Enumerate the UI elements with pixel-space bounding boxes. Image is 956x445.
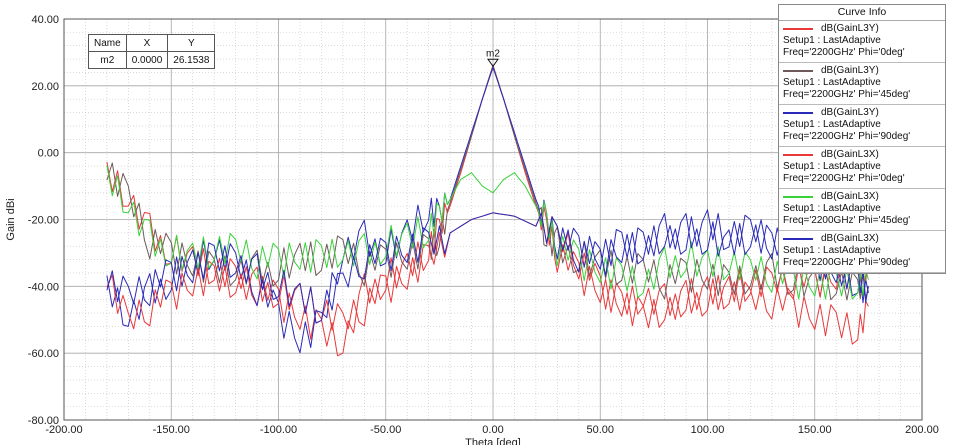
x-tick-label: 50.00 <box>586 424 614 436</box>
legend-series-setup: Setup1 : LastAdaptive <box>783 245 881 256</box>
legend-entry-header: dB(GainL3Y) <box>783 23 942 35</box>
legend-swatch <box>783 112 813 114</box>
legend-entry-1[interactable]: dB(GainL3Y) Setup1 : LastAdaptive Freq='22… <box>779 21 945 63</box>
x-tick-label: 0.00 <box>482 424 503 436</box>
x-tick-label: 150.00 <box>798 424 832 436</box>
legend-entries: dB(GainL3Y) Setup1 : LastAdaptive Freq='22… <box>779 21 945 273</box>
marker-triangle <box>487 58 499 68</box>
marker-header-name: Name <box>88 34 127 52</box>
legend-series-setup: Setup1 : LastAdaptive <box>783 77 881 88</box>
marker-header-x: X <box>125 34 169 52</box>
legend-entry-header: dB(GainL3Y) <box>783 107 942 119</box>
y-tick-label: -40.00 <box>28 281 59 293</box>
legend-swatch <box>783 28 813 30</box>
y-tick-label: -20.00 <box>28 215 59 227</box>
marker-name-cell: m2 <box>88 51 127 69</box>
marker-header-y: Y <box>167 34 216 52</box>
legend-series-params: Freq='2200GHz' Phi='0deg' <box>783 173 905 184</box>
legend-series-params: Freq='2200GHz' Phi='0deg' <box>783 47 905 58</box>
x-tick-label: -100.00 <box>260 424 297 436</box>
legend-series-name: dB(GainL3X) <box>821 149 879 160</box>
marker-table: Name X Y m2 0.0000 26.1538 <box>88 34 216 69</box>
legend-entry-3[interactable]: dB(GainL3Y) Setup1 : LastAdaptive Freq='22… <box>779 105 945 147</box>
legend-series-name: dB(GainL3X) <box>821 191 879 202</box>
legend-series-name: dB(GainL3Y) <box>821 107 879 118</box>
marker-table-header-row: Name X Y <box>88 34 216 52</box>
legend-swatch <box>783 196 813 198</box>
legend-entry-header: dB(GainL3X) <box>783 191 942 203</box>
y-tick-label: 40.00 <box>31 14 59 26</box>
y-tick-label: 0.00 <box>38 148 59 160</box>
y-tick-label: -80.00 <box>28 415 59 427</box>
legend-series-setup: Setup1 : LastAdaptive <box>783 203 881 214</box>
y-tick-label: 20.00 <box>31 81 59 93</box>
legend-swatch <box>783 154 813 156</box>
x-tick-label: 100.00 <box>691 424 725 436</box>
marker-table-row: m2 0.0000 26.1538 <box>88 51 216 69</box>
series-line-3 <box>106 67 869 354</box>
y-tick-label: -60.00 <box>28 348 59 360</box>
legend-swatch <box>783 238 813 240</box>
legend-entry-header: dB(GainL3X) <box>783 149 942 161</box>
legend-entry-5[interactable]: dB(GainL3X) Setup1 : LastAdaptive Freq='22… <box>779 189 945 231</box>
legend-series-params: Freq='2200GHz' Phi='45deg' <box>783 89 911 100</box>
x-tick-label: -200.00 <box>45 424 82 436</box>
x-tick-label: -50.00 <box>370 424 401 436</box>
legend-title: Curve Info <box>779 5 945 21</box>
legend-series-name: dB(GainL3Y) <box>821 23 879 34</box>
legend-series-setup: Setup1 : LastAdaptive <box>783 35 881 46</box>
legend-series-name: dB(GainL3X) <box>821 233 879 244</box>
legend-series-setup: Setup1 : LastAdaptive <box>783 119 881 130</box>
x-tick-label: -150.00 <box>153 424 190 436</box>
marker-x-cell: 0.0000 <box>125 51 169 69</box>
legend-entry-4[interactable]: dB(GainL3X) Setup1 : LastAdaptive Freq='22… <box>779 147 945 189</box>
legend-series-params: Freq='2200GHz' Phi='90deg' <box>783 131 911 142</box>
x-tick-label: 200.00 <box>905 424 939 436</box>
legend-series-params: Freq='2200GHz' Phi='45deg' <box>783 215 911 226</box>
legend-series-name: dB(GainL3Y) <box>821 65 879 76</box>
marker-label: m2 <box>486 48 500 59</box>
legend-entry-header: dB(GainL3X) <box>783 233 942 245</box>
legend-swatch <box>783 70 813 72</box>
marker-y-cell: 26.1538 <box>167 51 216 69</box>
legend-entry-6[interactable]: dB(GainL3X) Setup1 : LastAdaptive Freq='22… <box>779 231 945 273</box>
series-line-6 <box>106 212 869 324</box>
curve-info-legend[interactable]: Curve Info dB(GainL3Y) Setup1 : LastAdapt… <box>778 4 946 274</box>
x-axis-label: Theta [deg] <box>465 437 521 445</box>
legend-entry-2[interactable]: dB(GainL3Y) Setup1 : LastAdaptive Freq='22… <box>779 63 945 105</box>
legend-series-params: Freq='2200GHz' Phi='90deg' <box>783 257 911 268</box>
legend-series-setup: Setup1 : LastAdaptive <box>783 161 881 172</box>
series-line-5 <box>106 165 869 300</box>
legend-entry-header: dB(GainL3Y) <box>783 65 942 77</box>
y-axis-label: Gain dBi <box>5 198 17 240</box>
